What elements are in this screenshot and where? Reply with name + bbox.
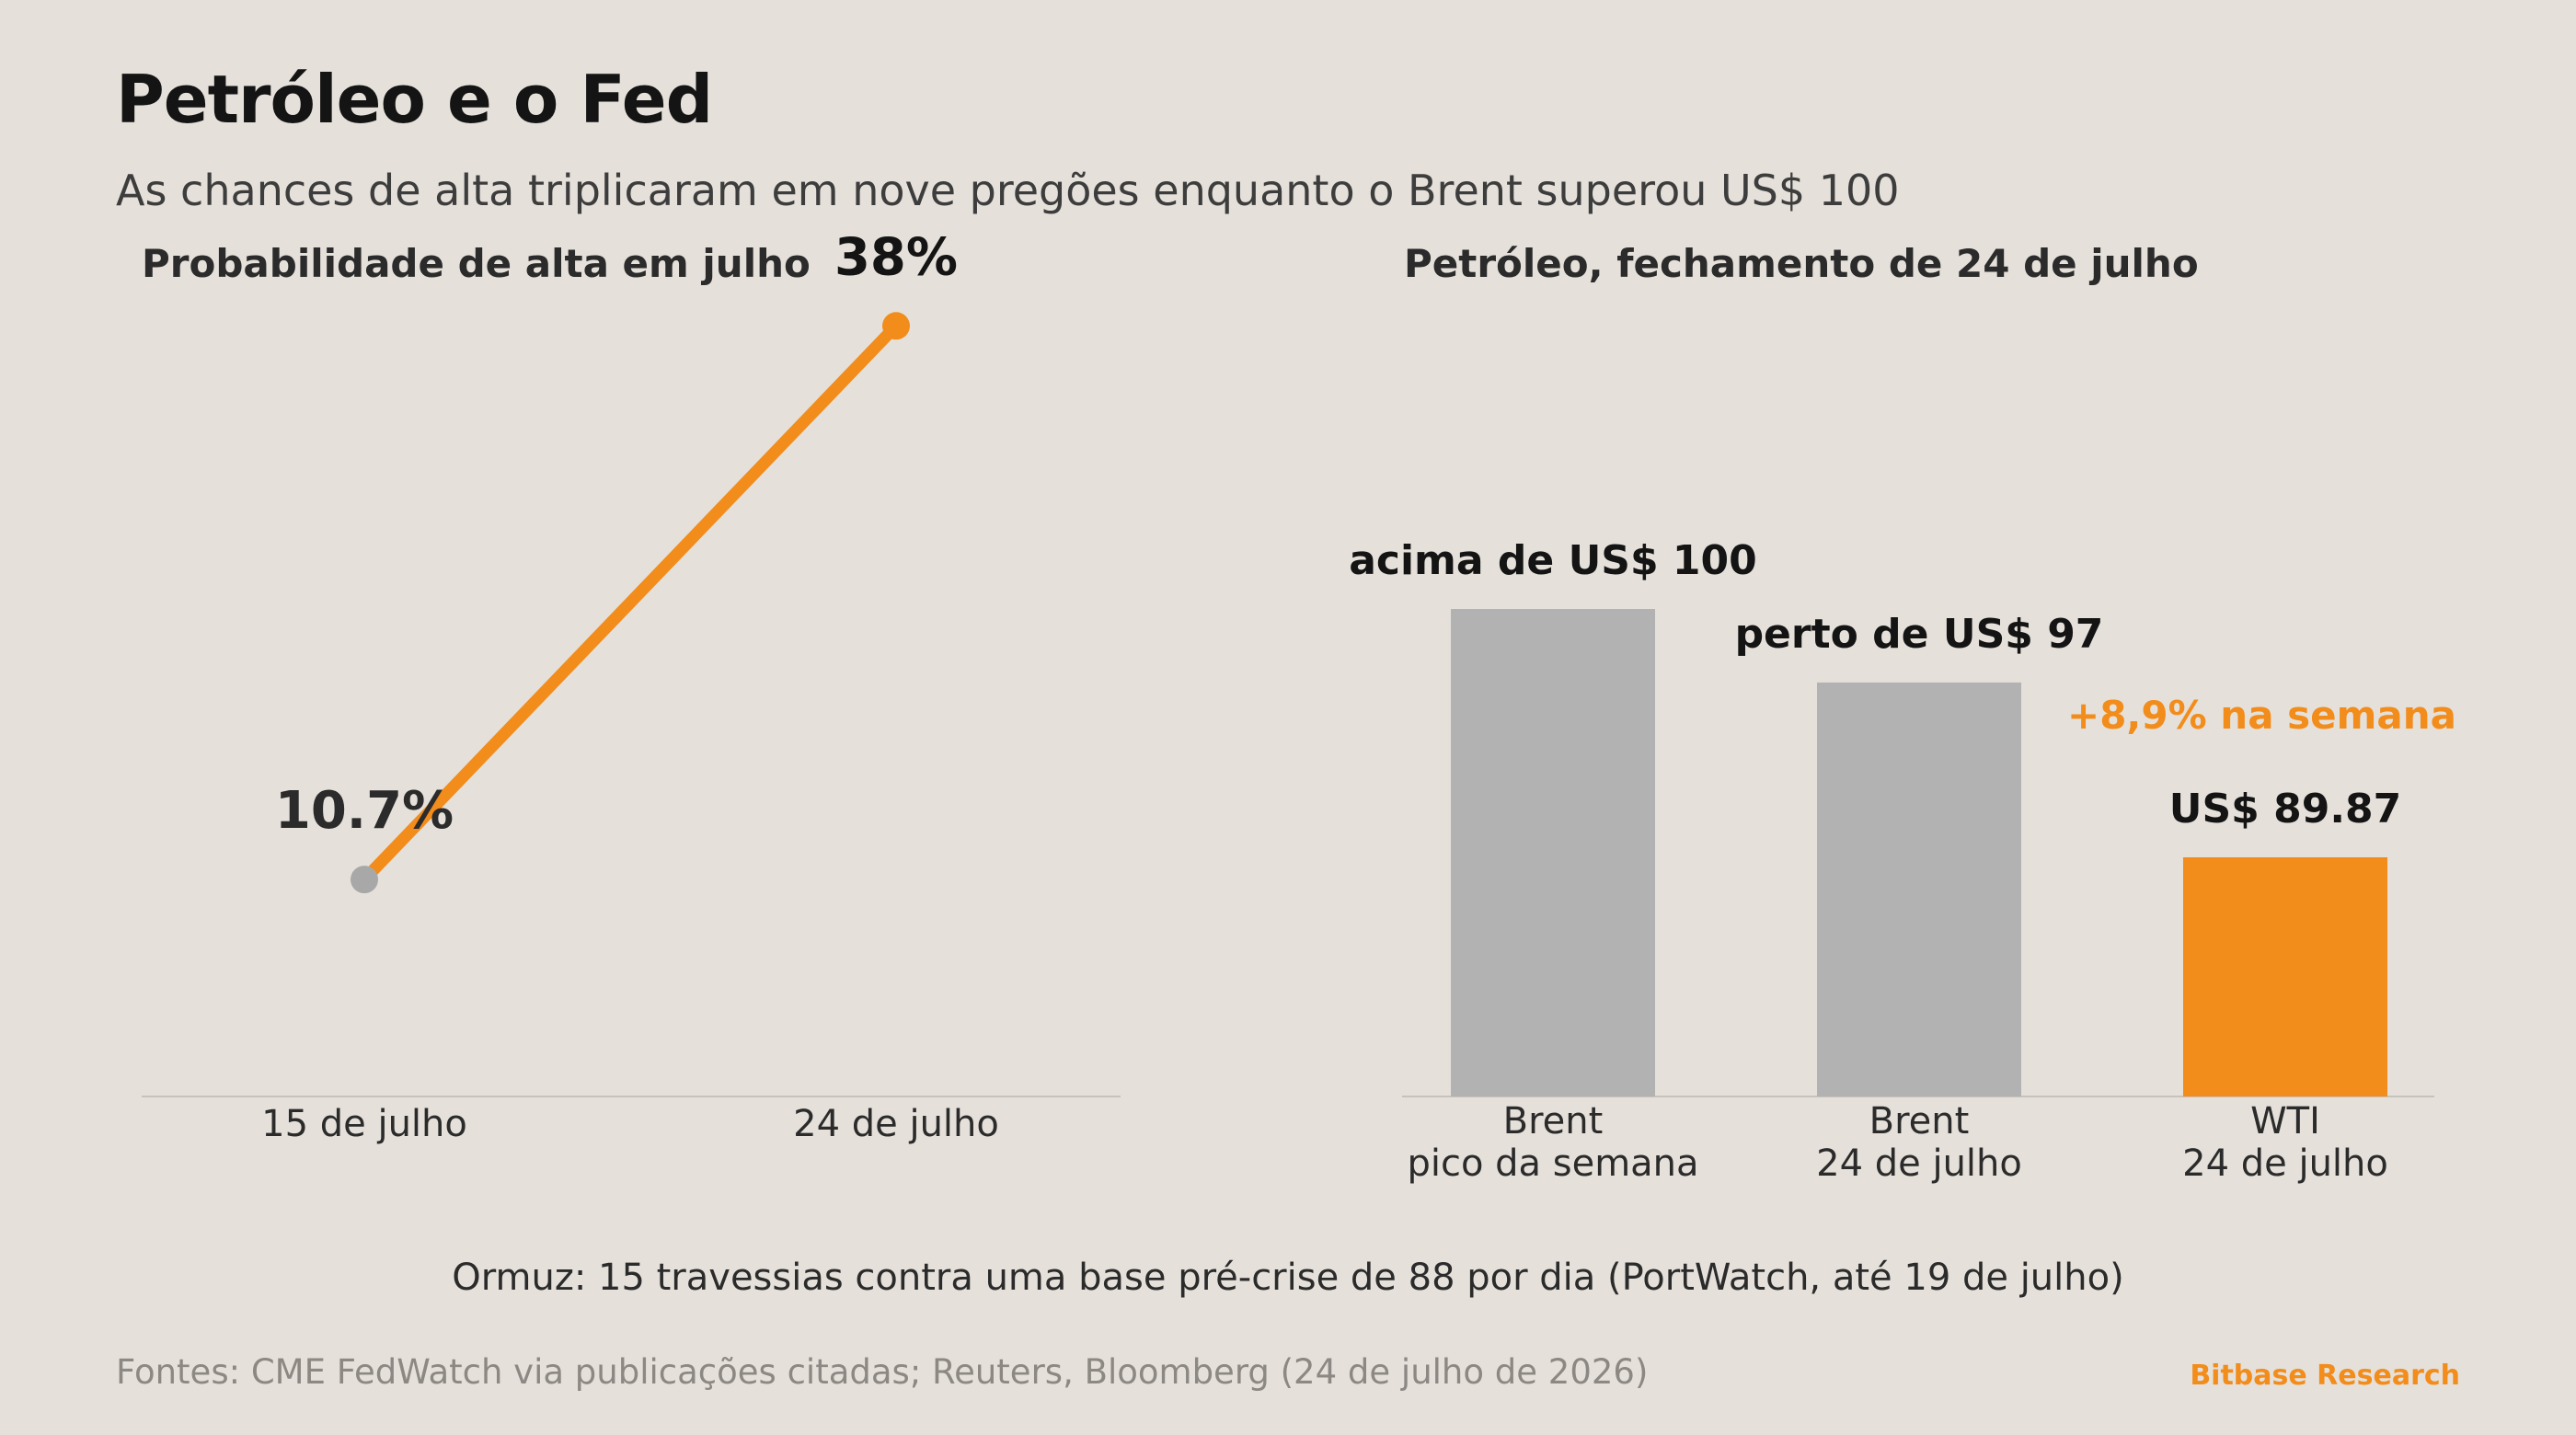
line-x-tick-label: 15 de julho [261, 1103, 467, 1145]
line-point [351, 866, 378, 894]
bar-x-tick-label: 24 de julho [2182, 1142, 2388, 1185]
left-panel-title: Probabilidade de alta em julho [142, 241, 811, 286]
page-subtitle: As chances de alta triplicaram em nove p… [116, 166, 1900, 215]
line-data-label: 10.7% [275, 781, 454, 841]
bar-x-tick-label: pico da semana [1407, 1142, 1698, 1185]
brand-label: Bitbase Research [2190, 1360, 2460, 1392]
bar-data-label: US$ 89.87 [2169, 786, 2402, 832]
right-panel-title: Petróleo, fechamento de 24 de julho [1404, 241, 2199, 286]
bar-data-label: acima de US$ 100 [1349, 537, 1757, 584]
bar-x-tick-label: 24 de julho [1816, 1142, 2022, 1185]
bar-x-tick-label: Brent [1503, 1100, 1604, 1142]
bar-data-label: perto de US$ 97 [1735, 611, 2104, 658]
line-chart: 10.7% 15 de julho 38% 24 de julho [142, 227, 1121, 1145]
sources-text: Fontes: CME FedWatch via publicações cit… [116, 1352, 1649, 1392]
bar [1817, 682, 2021, 1096]
bar-x-tick-label: Brent [1869, 1100, 1970, 1142]
bar [2183, 857, 2387, 1096]
hormuz-note: Ormuz: 15 travessias contra uma base pré… [452, 1257, 2124, 1299]
line-series [358, 319, 903, 886]
line-point [882, 312, 910, 340]
line-x-tick-label: 24 de julho [793, 1103, 999, 1145]
page-title: Petróleo e o Fed [116, 61, 713, 138]
bar [1451, 609, 1655, 1096]
line-data-label: 38% [834, 227, 958, 287]
weekly-change-annotation: +8,9% na semana [2067, 693, 2456, 738]
bar-x-tick-label: WTI [2250, 1100, 2320, 1142]
